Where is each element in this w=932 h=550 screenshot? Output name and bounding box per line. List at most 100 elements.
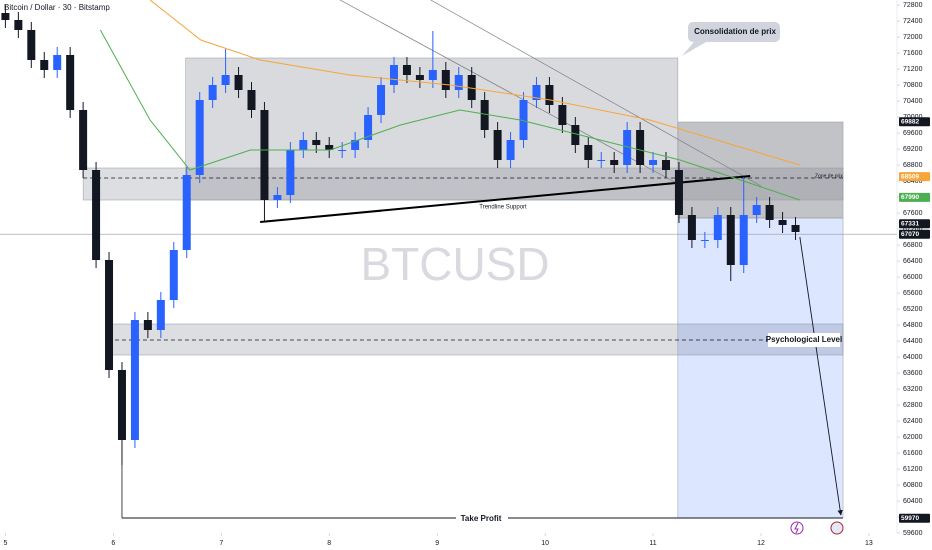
candle-body <box>739 215 748 265</box>
candle-body <box>14 20 23 30</box>
zone <box>677 217 844 519</box>
candle-body <box>351 140 360 150</box>
candle-body <box>1 13 10 20</box>
moving-average <box>149 0 800 166</box>
y-tick-label: 64800 <box>903 322 923 329</box>
chart-title: Bitcoin / Dollar · 30 · Bitstamp <box>4 3 110 12</box>
price-tag-label: 69882 <box>901 118 919 125</box>
candle-body <box>662 160 671 170</box>
price-tag-label: 67070 <box>901 231 919 238</box>
y-tick-label: 71200 <box>903 66 923 73</box>
candle-body <box>402 65 411 75</box>
y-tick-label: 62800 <box>903 402 923 409</box>
y-tick-label: 61200 <box>903 466 923 473</box>
candle-body <box>325 145 334 150</box>
y-tick-label: 60800 <box>903 482 923 489</box>
candle-body <box>27 30 36 60</box>
candle-body <box>597 160 606 161</box>
candle-body <box>286 150 295 195</box>
x-tick-label: 13 <box>865 540 873 547</box>
candle-body <box>66 55 75 110</box>
y-tick-label: 63200 <box>903 386 923 393</box>
y-tick-label: 67200 <box>903 226 923 233</box>
flag-icon[interactable] <box>830 521 844 535</box>
x-tick-label: 9 <box>435 540 439 547</box>
y-tick-label: 66000 <box>903 274 923 281</box>
candle-body <box>765 205 774 220</box>
y-tick-label: 72000 <box>903 34 923 41</box>
candle-body <box>415 75 424 80</box>
candle-body <box>636 130 645 165</box>
candle-body <box>649 160 658 165</box>
zone <box>82 167 844 201</box>
candle-body <box>610 160 619 165</box>
price-tag <box>899 513 930 523</box>
price-axis-bg <box>897 0 932 550</box>
candle-body <box>234 75 243 90</box>
y-tick-label: 67600 <box>903 210 923 217</box>
candle-body <box>79 110 88 170</box>
zone <box>107 323 844 356</box>
candle-body <box>778 220 787 225</box>
candle-body <box>143 320 152 330</box>
y-tick-label: 62000 <box>903 434 923 441</box>
y-tick-label: 68400 <box>903 178 923 185</box>
price-tag-label: 59970 <box>901 515 919 522</box>
drawing-line <box>430 0 762 187</box>
annotation-box <box>456 512 508 526</box>
candle-body <box>752 205 761 215</box>
candle-body <box>273 195 282 200</box>
price-tag <box>899 219 930 229</box>
candle-body <box>674 170 683 215</box>
y-tick-label: 70800 <box>903 82 923 89</box>
annotation: Zone de prix <box>815 173 843 179</box>
zone <box>677 121 844 219</box>
candle-body <box>221 75 230 85</box>
price-tag <box>899 117 930 127</box>
candle-body <box>623 130 632 165</box>
candle-body <box>519 100 528 140</box>
y-tick-label: 62400 <box>903 418 923 425</box>
candle-body <box>441 70 450 90</box>
candle-body <box>299 140 308 150</box>
y-tick-label: 69200 <box>903 146 923 153</box>
price-tag-label: 67331 <box>901 220 919 227</box>
y-tick-label: 64400 <box>903 338 923 345</box>
x-tick-label: 5 <box>3 540 7 547</box>
candle-body <box>169 250 178 300</box>
candle-body <box>364 115 373 140</box>
candle-body <box>480 100 489 130</box>
candle-body <box>53 55 62 70</box>
watermark: BTCUSD <box>360 238 549 290</box>
price-tag <box>899 172 930 182</box>
y-tick-label: 70400 <box>903 98 923 105</box>
candle-body <box>700 240 709 241</box>
y-tick-label: 66800 <box>903 242 923 249</box>
y-tick-label: 59600 <box>903 530 923 537</box>
y-tick-label: 71600 <box>903 50 923 57</box>
candle-body <box>493 130 502 160</box>
event-icon[interactable] <box>790 521 804 535</box>
candle-body <box>377 85 386 115</box>
y-tick-label: 72800 <box>903 2 923 9</box>
candle-body <box>428 70 437 80</box>
y-tick-label: 72400 <box>903 18 923 25</box>
moving-average <box>99 29 801 201</box>
candle-body <box>713 215 722 240</box>
y-tick-label: 66400 <box>903 258 923 265</box>
candle-body <box>571 125 580 145</box>
annotation-box <box>768 333 840 347</box>
x-tick-label: 8 <box>327 540 331 547</box>
x-tick-label: 10 <box>541 540 549 547</box>
candle-body <box>726 215 735 265</box>
candle-body <box>182 175 191 250</box>
candle-body <box>545 85 554 105</box>
y-tick-label: 68800 <box>903 162 923 169</box>
annotation: Consolidation de prix <box>694 27 776 36</box>
candle-body <box>687 215 696 240</box>
x-tick-label: 12 <box>757 540 765 547</box>
y-tick-label: 63600 <box>903 370 923 377</box>
candle-body <box>130 320 139 440</box>
